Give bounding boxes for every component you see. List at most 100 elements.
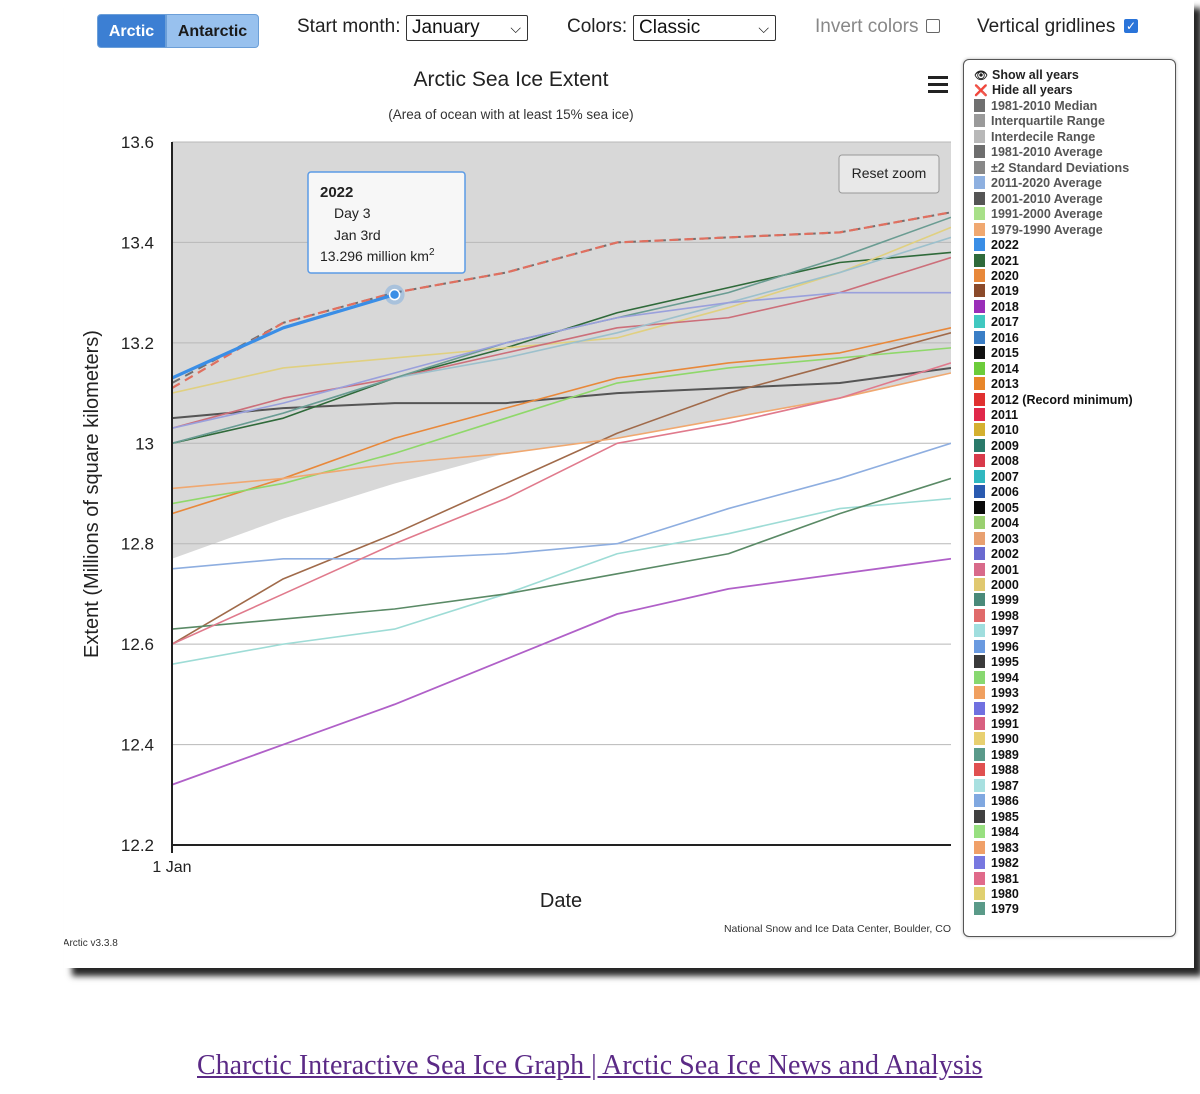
invert-colors-checkbox[interactable] — [926, 19, 940, 33]
colors-select[interactable]: Classic ⌵ — [633, 15, 776, 41]
legend-item[interactable]: 1996 — [974, 639, 1019, 655]
legend-item[interactable]: 2009 — [974, 438, 1019, 454]
legend-label: 2011-2020 Average — [991, 176, 1102, 191]
legend-item[interactable]: 1993 — [974, 686, 1019, 701]
legend-item[interactable]: 2017 — [974, 315, 1019, 330]
legend-item[interactable]: 2006 — [974, 485, 1019, 500]
legend-label: 1979 — [991, 902, 1019, 917]
legend-label: 1983 — [991, 840, 1019, 855]
legend-item[interactable]: 1980 — [974, 886, 1019, 902]
x-axis-label: Date — [540, 890, 582, 912]
legend-label: 2003 — [991, 531, 1019, 546]
legend-item[interactable]: 1999 — [974, 593, 1019, 608]
legend-item[interactable]: 2005 — [974, 500, 1019, 516]
y-tick-label: 12.4 — [121, 736, 154, 755]
legend-item[interactable]: 2019 — [974, 284, 1019, 299]
legend-item[interactable]: 1992 — [974, 701, 1019, 717]
legend-item[interactable]: 2000 — [974, 577, 1019, 593]
legend-item[interactable]: 1981-2010 Average — [974, 145, 1103, 160]
legend-swatch — [974, 902, 985, 916]
legend-item[interactable]: 2010 — [974, 423, 1019, 438]
legend-item[interactable]: 1983 — [974, 840, 1019, 856]
legend-item[interactable]: 1991-2000 Average — [974, 207, 1103, 222]
chart-title: Arctic Sea Ice Extent — [414, 68, 609, 91]
legend-label: 2005 — [991, 500, 1019, 515]
legend-swatch — [974, 238, 985, 252]
legend-item[interactable]: 1979-1990 Average — [974, 222, 1103, 238]
legend-item[interactable]: 2001 — [974, 562, 1019, 578]
reset-zoom-button[interactable]: Reset zoom — [838, 154, 940, 194]
legend-label: 2009 — [991, 438, 1019, 453]
legend-item[interactable]: ±2 Standard Deviations — [974, 160, 1129, 176]
legend-item[interactable]: 1981-2010 Median — [974, 99, 1097, 114]
legend-item[interactable]: 2018 — [974, 299, 1019, 315]
legend-swatch — [974, 701, 985, 715]
legend-swatch — [974, 856, 985, 870]
legend-item[interactable]: 1979 — [974, 902, 1019, 917]
legend-swatch — [974, 176, 985, 190]
legend-item[interactable]: 2021 — [974, 253, 1019, 269]
legend-label: 1987 — [991, 778, 1019, 793]
start-month-select[interactable]: January ⌵ — [406, 15, 528, 41]
footer-link[interactable]: Charctic Interactive Sea Ice Graph | Arc… — [197, 1050, 983, 1081]
legend-item[interactable]: 1981 — [974, 871, 1019, 887]
legend-swatch — [974, 454, 985, 468]
legend-swatch — [974, 608, 985, 622]
legend-swatch — [974, 825, 985, 839]
legend-item[interactable]: 1990 — [974, 732, 1019, 747]
legend-item[interactable]: 2002 — [974, 547, 1019, 562]
legend-item[interactable]: 1997 — [974, 624, 1019, 639]
legend-label: 2011 — [991, 408, 1019, 422]
legend-label: 2016 — [991, 330, 1019, 345]
legend-item[interactable]: 1989 — [974, 747, 1019, 763]
legend-item[interactable]: 2012 (Record minimum) — [974, 392, 1133, 408]
antarctic-button[interactable]: Antarctic — [166, 14, 259, 48]
legend-swatch — [974, 840, 985, 854]
legend-item[interactable]: 1985 — [974, 809, 1019, 825]
vertical-gridlines-checkbox[interactable]: ✓ — [1124, 19, 1138, 33]
legend-item[interactable]: 1982 — [974, 856, 1019, 871]
y-tick-label: 13.2 — [121, 334, 154, 353]
legend-item[interactable]: 2015 — [974, 346, 1019, 361]
legend-item[interactable]: 2011-2020 Average — [974, 176, 1102, 191]
hide-all-years-button[interactable]: ❌ Hide all years — [974, 83, 1073, 97]
legend-item[interactable]: 2001-2010 Average — [974, 191, 1103, 207]
legend-item[interactable]: Interdecile Range — [974, 129, 1096, 145]
legend-item[interactable]: 1991 — [974, 717, 1019, 732]
legend-item[interactable]: Interquartile Range — [974, 114, 1105, 129]
legend-item[interactable]: 1984 — [974, 825, 1019, 840]
y-tick-label: 12.2 — [121, 836, 154, 855]
legend-item[interactable]: 1998 — [974, 608, 1019, 624]
legend-item[interactable]: 2013 — [974, 377, 1019, 392]
legend-item[interactable]: 2003 — [974, 531, 1019, 547]
legend-item[interactable]: 2011 — [974, 408, 1018, 423]
legend-item[interactable]: 1994 — [974, 670, 1019, 686]
legend-label: 2021 — [991, 253, 1019, 268]
series-2010 — [172, 256, 951, 429]
legend-item[interactable]: 2007 — [974, 469, 1019, 485]
legend-item[interactable]: 1986 — [974, 794, 1019, 809]
legend-label: 2004 — [991, 516, 1019, 531]
legend-label: 1980 — [991, 886, 1019, 901]
start-month-value: January — [412, 17, 480, 38]
legend-item[interactable]: 1995 — [974, 655, 1019, 670]
show-all-years-button[interactable]: 👁 Show all years — [974, 68, 1079, 82]
legend-label: 2015 — [991, 346, 1019, 361]
legend-label: 1998 — [991, 608, 1019, 623]
legend-label: Interdecile Range — [991, 129, 1096, 144]
legend-item[interactable]: 2014 — [974, 361, 1019, 377]
legend-item[interactable]: 2008 — [974, 454, 1019, 469]
legend-item[interactable]: 2020 — [974, 268, 1019, 284]
legend-label: 2019 — [991, 284, 1019, 299]
arctic-button[interactable]: Arctic — [97, 14, 166, 48]
menu-icon[interactable] — [928, 76, 948, 93]
legend-item[interactable]: 2016 — [974, 330, 1019, 346]
legend-swatch — [974, 686, 985, 700]
legend-label: 1985 — [991, 809, 1019, 824]
legend-item[interactable]: 2004 — [974, 516, 1019, 531]
legend-item[interactable]: 2022 — [974, 238, 1019, 253]
legend-label: 2006 — [991, 485, 1019, 500]
legend-item[interactable]: 1988 — [974, 763, 1019, 778]
legend-swatch — [974, 315, 985, 329]
legend-item[interactable]: 1987 — [974, 778, 1019, 794]
